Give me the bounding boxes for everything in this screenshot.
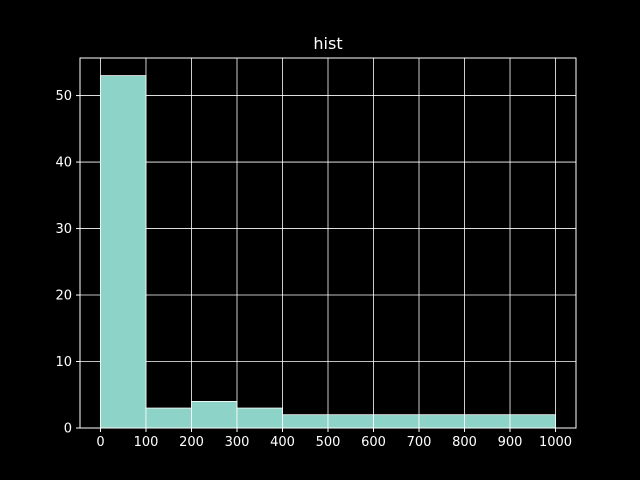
y-tick-label: 20 [55, 289, 72, 304]
histogram-bar [145, 407, 192, 429]
x-tick-label: 100 [134, 435, 159, 450]
y-tick-label: 0 [64, 422, 72, 437]
histogram-bar [373, 414, 420, 429]
histogram-bar [509, 414, 556, 429]
x-tick-label: 800 [452, 435, 477, 450]
chart-title: hist [313, 34, 342, 53]
x-tick-label: 400 [270, 435, 295, 450]
bars-layer [100, 75, 556, 429]
histogram-bar [191, 401, 238, 429]
histogram-bar [327, 414, 374, 429]
grid-layer [80, 58, 576, 429]
x-tick-label: 0 [96, 435, 104, 450]
y-tick-label: 10 [55, 355, 72, 370]
histogram-bar [464, 414, 511, 429]
histogram-bar [418, 414, 465, 429]
x-tick-label: 1000 [539, 435, 572, 450]
ticks-layer: 0 100 200 300 400 500 600 700 800 900 1000 0 10 20 30 4… [55, 89, 572, 450]
x-tick-label: 300 [225, 435, 250, 450]
x-tick-label: 200 [179, 435, 204, 450]
x-tick-label: 900 [498, 435, 523, 450]
histogram-bar [236, 407, 283, 429]
x-tick-label: 500 [316, 435, 341, 450]
y-tick-label: 40 [55, 156, 72, 171]
histogram-bar [100, 75, 147, 429]
histogram-bar [282, 414, 329, 429]
x-tick-label: 600 [361, 435, 386, 450]
y-tick-label: 30 [55, 222, 72, 237]
x-tick-label: 700 [407, 435, 432, 450]
y-tick-label: 50 [55, 89, 72, 104]
